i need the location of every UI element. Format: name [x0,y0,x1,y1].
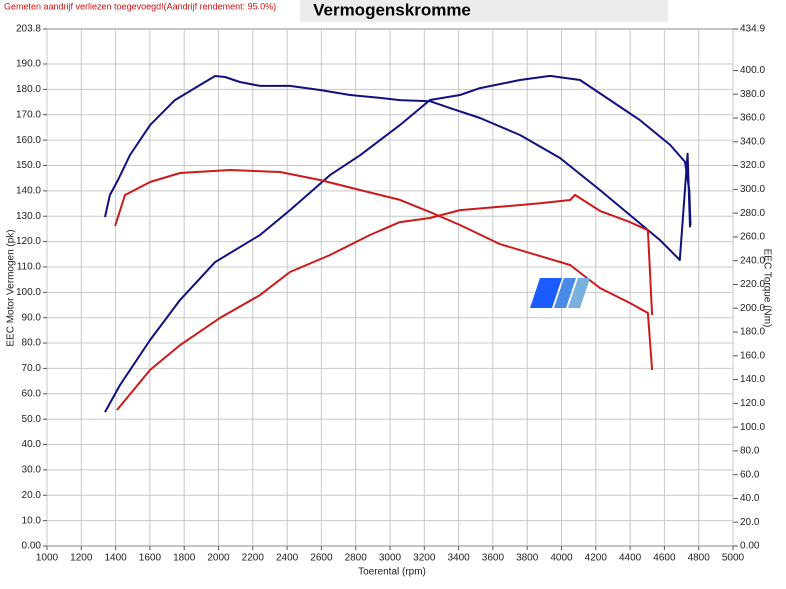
y-tick-label: 40.0 [22,439,42,450]
x-tick-label: 1200 [70,553,93,564]
y-tick-label: 180.0 [16,84,41,95]
x-tick-label: 4600 [653,553,676,564]
x-tick-label: 1000 [36,553,59,564]
y-tick-label: 100.0 [16,287,41,298]
series-line [116,193,654,411]
y2-tick-label: 120.0 [740,398,765,409]
x-tick-label: 2200 [242,553,265,564]
y2-tick-label: 240.0 [740,255,765,266]
x-tick-label: 3800 [516,553,539,564]
y-tick-label: 150.0 [16,160,41,171]
y2-tick-label: 260.0 [740,232,765,243]
y2-tick-label: 340.0 [740,136,765,147]
x-tick-label: 4800 [688,553,711,564]
x-tick-label: 4400 [619,553,642,564]
logo-stripe [554,278,576,308]
x-axis-label: Toerental (rpm) [358,567,426,578]
x-tick-label: 4200 [585,553,608,564]
x-tick-label: 2400 [276,553,299,564]
x-tick-label: 2600 [310,553,333,564]
y-tick-label: 30.0 [22,465,42,476]
y-tick-label: 110.0 [17,262,42,273]
y2-tick-label: 20.0 [740,517,760,528]
y-tick-label: 190.0 [16,59,41,70]
y2-tick-label: 320.0 [740,160,765,171]
y2-tick-label: 280.0 [740,208,765,219]
grid [46,29,734,546]
y-tick-label: 10.0 [22,515,42,526]
series-line [104,74,692,413]
logo [530,278,590,308]
y-axis-label: EEC Motor Vermogen (pk) [6,229,17,346]
x-tick-label: 3200 [413,553,436,564]
y-tick-label: 130.0 [16,211,41,222]
x-tick-label: 3000 [379,553,402,564]
y-tick-label: 160.0 [16,135,41,146]
y2-tick-label: 220.0 [740,279,765,290]
y2-tick-label: 60.0 [740,469,760,480]
logo-stripe [568,278,590,308]
lines [104,74,692,413]
y2-tick-label: 180.0 [740,327,765,338]
title-bar [300,0,668,22]
y2-tick-label: 140.0 [740,374,765,385]
y2-tick-label: 360.0 [740,113,765,124]
y2-tick-label: 380.0 [740,89,765,100]
x-tick-label: 1400 [104,553,127,564]
y2-tick-label: 40.0 [740,493,760,504]
x-tick-label: 5000 [722,553,745,564]
y-tick-label: 140.0 [16,185,41,196]
y-tick-label: 120.0 [16,236,41,247]
y2-tick-label: 400.0 [740,65,765,76]
x-tick-label: 4000 [550,553,573,564]
y-tick-label: 70.0 [22,363,42,374]
x-tick-label: 3600 [482,553,505,564]
y-tick-label: 0.00 [22,541,42,552]
chart-title: Vermogenskromme [313,0,471,19]
y2-tick-label: 80.0 [740,446,760,457]
y2-tick-label: 160.0 [740,350,765,361]
x-tick-label: 3400 [447,553,470,564]
y-tick-label: 203.8 [16,24,41,35]
x-tick-label: 2800 [345,553,368,564]
series-line [114,169,654,371]
y2-axis-label: EEC Torque (Nm) [761,249,772,328]
y2-tick-label: 300.0 [740,184,765,195]
y2-tick-label: 0.00 [740,541,760,552]
x-tick-label: 1800 [173,553,196,564]
y-tick-label: 90.0 [22,312,42,323]
y-tick-label: 50.0 [22,414,42,425]
x-tick-label: 1600 [139,553,162,564]
y-tick-label: 80.0 [22,338,42,349]
logo-stripe [530,278,562,308]
y-tick-label: 170.0 [16,109,41,120]
y-tick-label: 60.0 [22,388,42,399]
y2-tick-label: 200.0 [740,303,765,314]
x-tick-label: 2000 [207,553,230,564]
y2-tick-label: 434.9 [740,24,765,35]
header-note: Gemeten aandrijf verliezen toegevoegd!(A… [4,1,276,11]
series-line [104,75,691,261]
y-tick-label: 20.0 [22,490,42,501]
y2-tick-label: 100.0 [740,422,765,433]
